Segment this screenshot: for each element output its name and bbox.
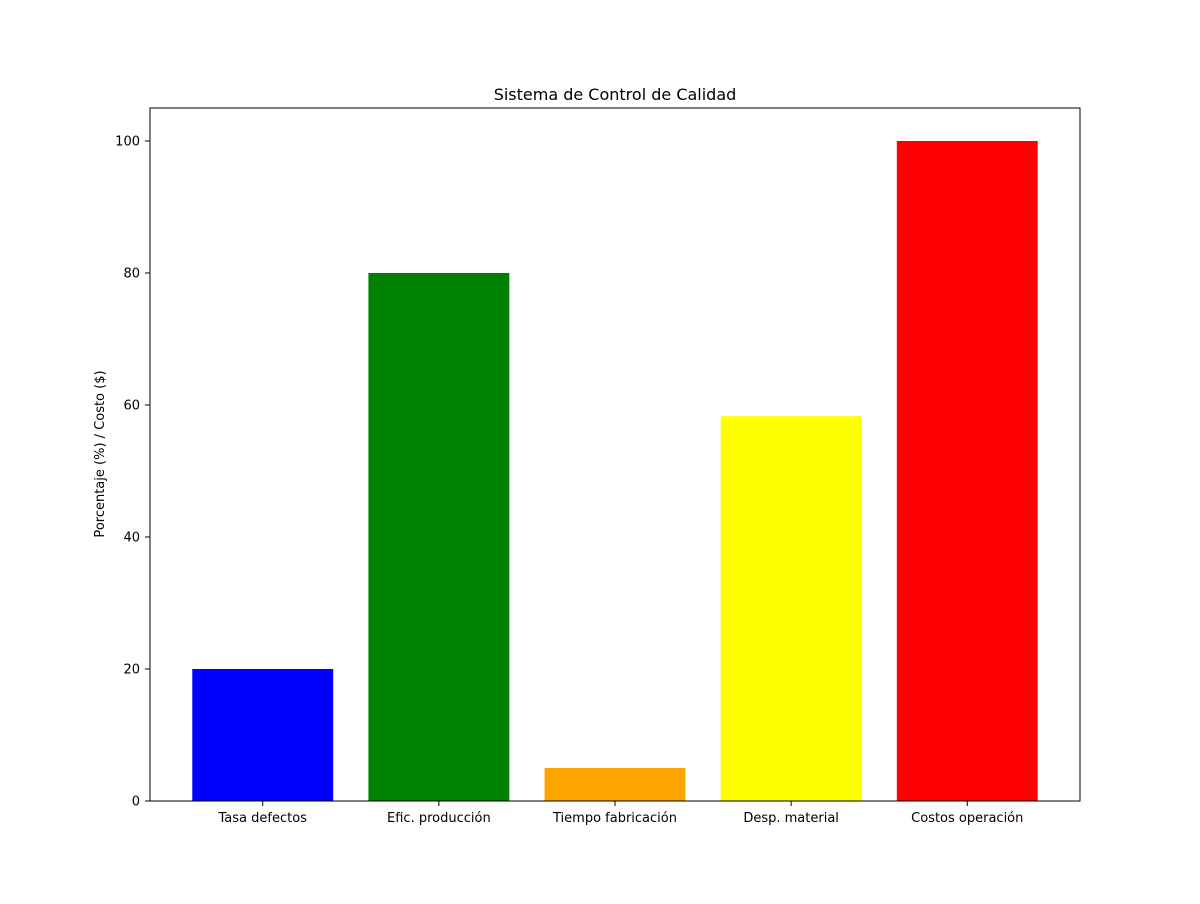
y-tick-label: 0 [132, 795, 140, 810]
chart-title: Sistema de Control de Calidad [494, 85, 737, 104]
bar-3 [544, 768, 686, 801]
bar-1 [192, 669, 334, 801]
bar-4 [720, 416, 862, 801]
plot-frame [149, 107, 1081, 802]
y-axis-ticks: 0 20 40 60 80 100 [115, 135, 150, 810]
y-tick-label: 80 [123, 267, 140, 282]
bar-5 [896, 141, 1038, 801]
x-tick-label: Costos operación [911, 811, 1023, 826]
y-tick-label: 60 [123, 399, 140, 414]
x-tick-label: Tiempo fabricación [552, 811, 677, 826]
y-tick-label: 40 [123, 531, 140, 546]
x-axis-ticks: Tasa defectos Efic. producción Tiempo fabr… [218, 801, 1023, 826]
x-tick-label: Efic. producción [387, 811, 491, 826]
bar-2 [368, 273, 510, 801]
x-tick-label: Tasa defectos [218, 811, 308, 826]
x-tick-label: Desp. material [743, 811, 839, 826]
y-tick-label: 100 [115, 135, 140, 150]
bars-layer [192, 141, 1038, 801]
y-tick-label: 20 [123, 663, 140, 678]
y-axis-label: Porcentaje (%) / Costo ($) [93, 370, 108, 537]
